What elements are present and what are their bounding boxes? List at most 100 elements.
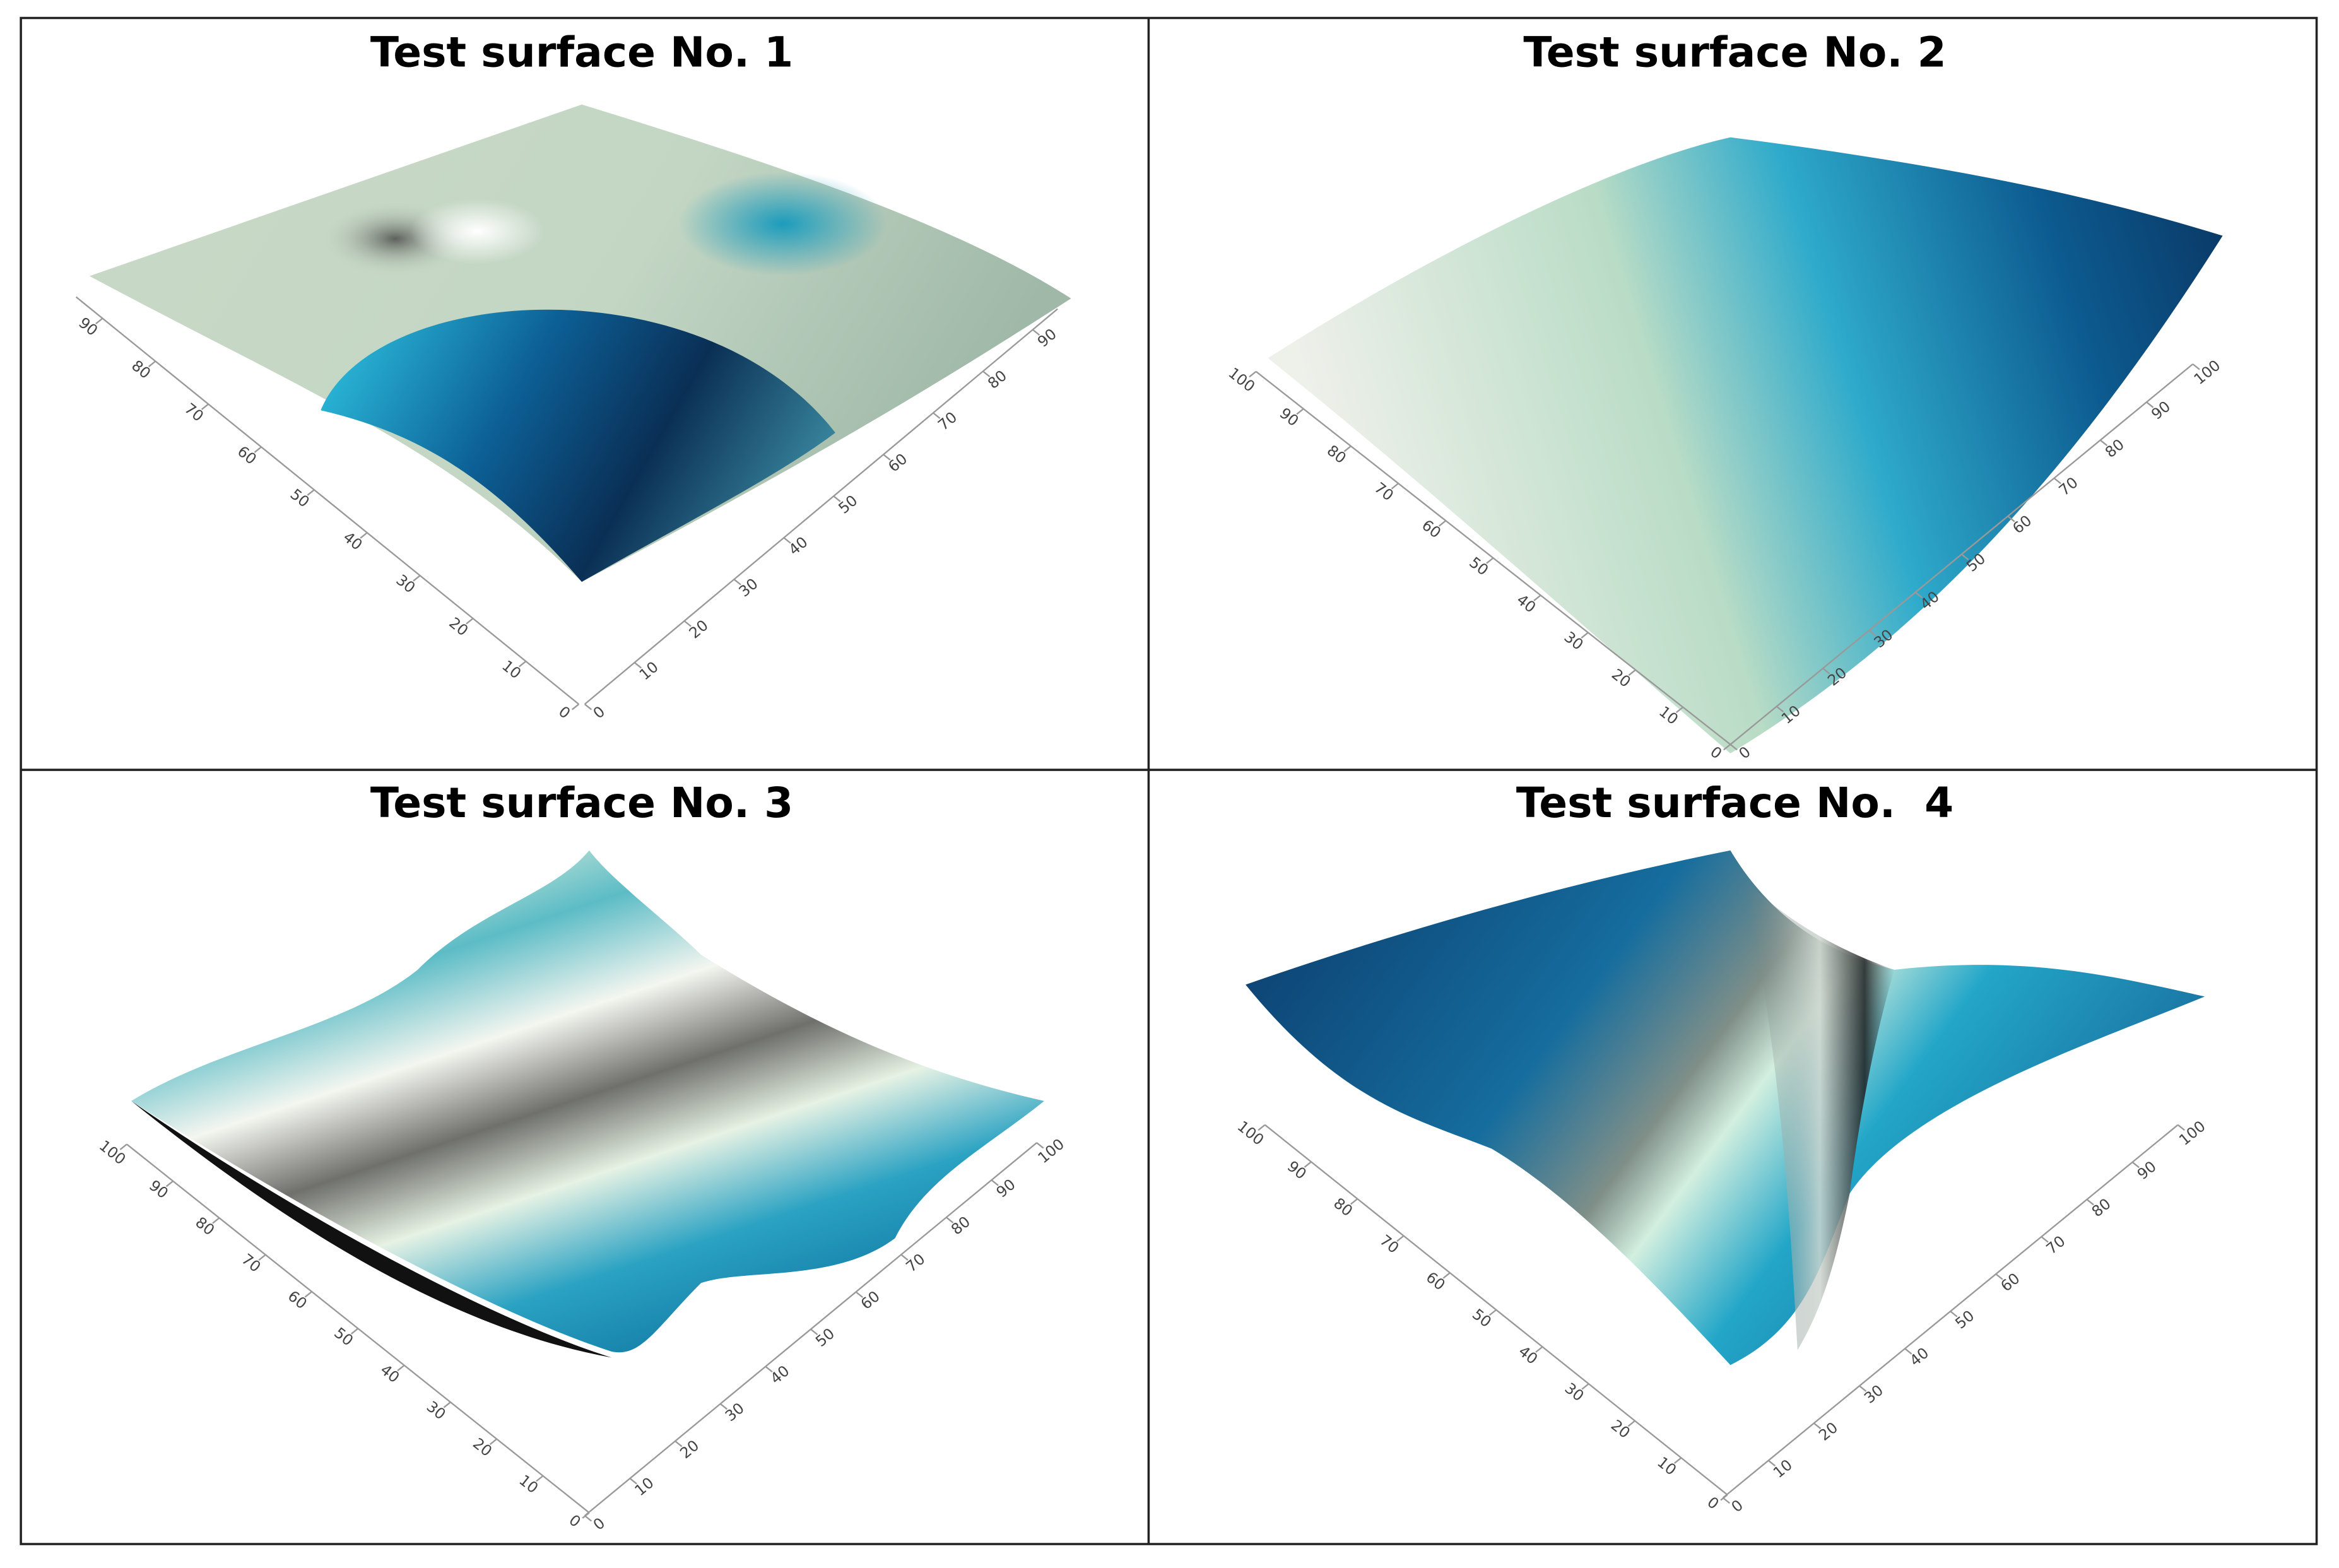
- tick-mark: [1533, 594, 1541, 601]
- tick-mark: [254, 446, 262, 453]
- y-tick-label: 80: [984, 367, 1010, 392]
- x-tick-label: 70: [239, 1250, 264, 1276]
- tick-mark: [1776, 705, 1784, 712]
- tick-mark: [148, 360, 156, 367]
- x-tick-label: 60: [1418, 516, 1444, 542]
- surface-3: [131, 850, 1044, 1358]
- tick-mark: [413, 575, 421, 582]
- y-tick-label: 100: [2191, 357, 2224, 388]
- y-tick-label: 90: [993, 1176, 1019, 1201]
- tick-mark: [2099, 439, 2108, 446]
- tick-mark: [1391, 483, 1399, 490]
- x-tick-label: 90: [1276, 404, 1302, 430]
- tick-mark: [1036, 1142, 1044, 1149]
- tick-mark: [783, 537, 791, 544]
- tick-mark: [2053, 477, 2061, 485]
- tick-mark: [1859, 1385, 1867, 1392]
- tick-mark: [2131, 1161, 2140, 1169]
- tick-mark: [733, 579, 741, 586]
- x-tick-label: 70: [181, 399, 207, 425]
- y-tick-label: 40: [1906, 1344, 1932, 1370]
- y-tick-label: 30: [1861, 1381, 1887, 1407]
- tick-mark: [683, 620, 692, 627]
- y-tick-label: 60: [885, 450, 910, 476]
- y-tick-label: 10: [1770, 1456, 1796, 1482]
- tick-mark: [1961, 553, 1969, 560]
- x-tick-label: 50: [1466, 553, 1492, 579]
- tick-mark: [212, 1217, 220, 1224]
- tick-mark: [397, 1364, 405, 1372]
- x-tick-label: 50: [1469, 1306, 1495, 1331]
- tick-mark: [1258, 1124, 1266, 1131]
- y-tick-label: 0: [1728, 1496, 1747, 1516]
- x-tick-label: 30: [1561, 628, 1587, 654]
- tick-mark: [360, 532, 368, 539]
- x-tick-label: 40: [377, 1361, 403, 1387]
- x-tick-label: 80: [128, 357, 154, 382]
- x-tick-label: 40: [1515, 1342, 1541, 1368]
- y-tick-label: 80: [2102, 435, 2128, 461]
- tick-mark: [536, 1475, 544, 1482]
- x-tick-label: 100: [96, 1136, 129, 1168]
- x-tick-label: 70: [1371, 479, 1397, 505]
- x-tick-label: 20: [1608, 1416, 1634, 1442]
- y-tick-label: 70: [2056, 474, 2082, 500]
- axis-line: [584, 308, 1058, 705]
- axis-line: [1264, 1124, 1728, 1495]
- tick-mark: [2086, 1198, 2094, 1206]
- tick-mark: [1914, 591, 1923, 599]
- y-tick-label: 70: [902, 1250, 928, 1276]
- tick-mark: [1396, 1235, 1405, 1242]
- x-tick-label: 40: [1514, 591, 1540, 616]
- x-tick-label: 10: [498, 657, 524, 683]
- tick-mark: [201, 403, 209, 410]
- tick-mark: [1675, 706, 1683, 714]
- x-tick-label: 90: [146, 1177, 172, 1203]
- y-tick-label: 10: [636, 658, 662, 684]
- tick-mark: [1581, 1383, 1589, 1390]
- tick-mark: [2177, 1124, 2186, 1131]
- x-tick-label: 60: [234, 442, 260, 468]
- tick-mark: [1304, 1161, 1312, 1168]
- y-tick-label: 90: [2148, 398, 2174, 423]
- tick-mark: [2192, 363, 2200, 370]
- tick-mark: [1032, 329, 1040, 336]
- y-tick-label: 100: [2176, 1117, 2209, 1149]
- x-tick-label: 20: [445, 614, 471, 640]
- y-tick-label: 40: [767, 1362, 792, 1388]
- y-tick-label: 30: [736, 575, 762, 601]
- tick-mark: [1904, 1348, 1912, 1355]
- y-tick-label: 80: [2089, 1195, 2114, 1221]
- y-tick-label: 50: [1952, 1307, 1977, 1333]
- tick-mark: [1868, 630, 1877, 637]
- y-tick-label: 70: [2043, 1232, 2069, 1258]
- tick-mark: [1343, 445, 1352, 452]
- chart-title: Test surface No. 2: [1523, 28, 1946, 77]
- x-tick-label: 0: [566, 1511, 584, 1531]
- y-tick-label: 60: [857, 1287, 883, 1313]
- tick-mark: [1722, 1497, 1730, 1504]
- tick-mark: [1296, 408, 1304, 415]
- chart-title: Test surface No. 3: [370, 779, 793, 827]
- tick-mark: [629, 1478, 637, 1485]
- y-tick-label: 50: [812, 1324, 838, 1350]
- tick-mark: [2007, 516, 2015, 522]
- x-tick-label: 30: [423, 1398, 449, 1424]
- y-tick-label: 0: [1735, 743, 1753, 762]
- x-tick-label: 0: [1704, 1493, 1722, 1512]
- x-tick-label: 70: [1376, 1231, 1402, 1257]
- y-tick-label: 20: [1815, 1418, 1841, 1444]
- x-tick-label: 100: [1234, 1117, 1268, 1149]
- tick-mark: [584, 1515, 592, 1522]
- tick-mark: [489, 1438, 498, 1446]
- surface-4: [1246, 850, 2205, 1365]
- x-tick-label: 90: [75, 314, 101, 339]
- tick-mark: [1442, 1272, 1451, 1279]
- tick-mark: [1723, 743, 1731, 751]
- y-tick-label: 20: [686, 616, 712, 642]
- tick-mark: [833, 495, 841, 502]
- tick-mark: [1813, 1422, 1822, 1429]
- tick-mark: [1581, 632, 1589, 639]
- tick-mark: [307, 489, 315, 496]
- x-tick-label: 100: [1225, 364, 1259, 396]
